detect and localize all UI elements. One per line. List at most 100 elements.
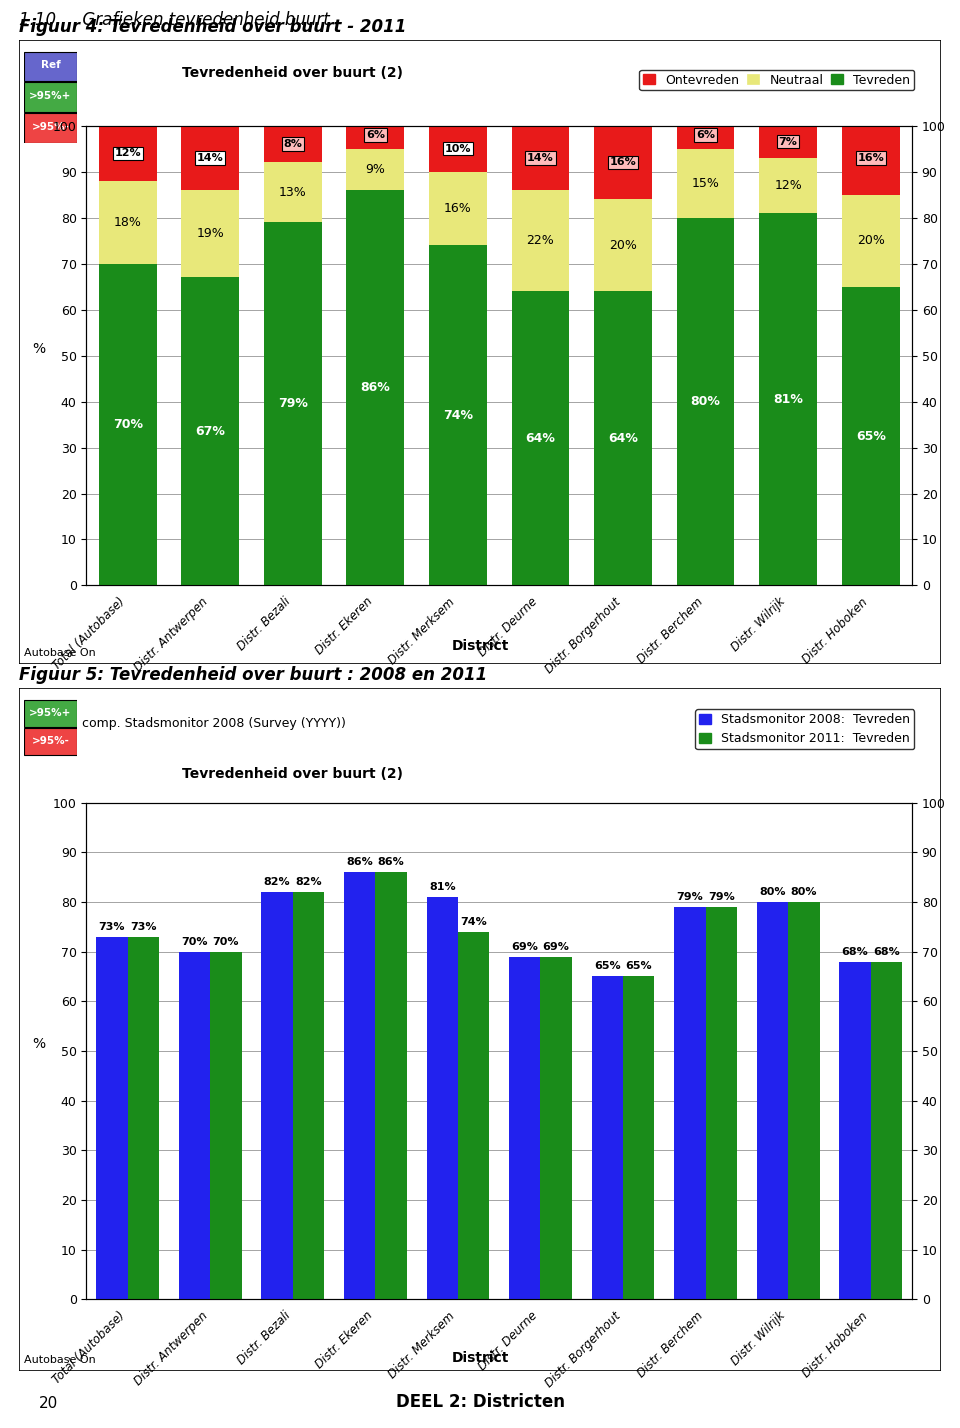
Text: 15%: 15% xyxy=(691,177,720,190)
Text: >95%+: >95%+ xyxy=(29,91,72,101)
Bar xyxy=(594,291,652,585)
FancyBboxPatch shape xyxy=(24,113,77,143)
Text: DEEL 2: Districten: DEEL 2: Districten xyxy=(396,1392,564,1411)
Text: Tevredenheid over buurt (2): Tevredenheid over buurt (2) xyxy=(182,66,403,80)
Text: 13%: 13% xyxy=(279,186,306,198)
Text: 80%: 80% xyxy=(690,396,721,408)
Text: 73%: 73% xyxy=(131,921,156,931)
Bar xyxy=(677,121,734,149)
Text: 12%: 12% xyxy=(114,149,141,159)
Text: 7%: 7% xyxy=(779,137,798,147)
Bar xyxy=(426,897,458,1299)
Text: 65%: 65% xyxy=(625,961,652,971)
Bar xyxy=(458,931,490,1299)
Bar xyxy=(429,171,487,246)
Text: 16%: 16% xyxy=(444,201,471,216)
Text: 18%: 18% xyxy=(113,216,142,228)
Bar xyxy=(347,190,404,585)
Text: 74%: 74% xyxy=(443,408,473,421)
Bar xyxy=(264,223,322,585)
Bar xyxy=(623,977,655,1299)
Bar xyxy=(759,126,817,159)
Text: 70%: 70% xyxy=(213,937,239,947)
Text: 1.10.    Grafieken tevredenheid buurt: 1.10. Grafieken tevredenheid buurt xyxy=(19,11,330,30)
Text: 14%: 14% xyxy=(197,153,224,163)
Bar xyxy=(429,126,487,171)
Text: 10%: 10% xyxy=(444,144,471,154)
Y-axis label: %: % xyxy=(33,1037,45,1051)
Text: >95%+: >95%+ xyxy=(29,707,72,718)
Bar xyxy=(842,287,900,585)
Bar xyxy=(788,902,820,1299)
Text: 79%: 79% xyxy=(277,397,308,410)
Text: 69%: 69% xyxy=(512,941,539,951)
Bar xyxy=(375,873,407,1299)
Bar xyxy=(842,121,900,194)
Text: 73%: 73% xyxy=(99,921,125,931)
Legend: Ontevreden, Neutraal, Tevreden: Ontevreden, Neutraal, Tevreden xyxy=(639,70,914,90)
Bar xyxy=(293,892,324,1299)
Text: 20%: 20% xyxy=(856,234,885,247)
Text: 6%: 6% xyxy=(366,130,385,140)
Text: 81%: 81% xyxy=(773,393,804,406)
Bar xyxy=(674,907,706,1299)
Bar xyxy=(509,957,540,1299)
Text: 19%: 19% xyxy=(197,227,224,240)
Text: 20%: 20% xyxy=(609,238,637,251)
Text: comp. Stadsmonitor 2008 (Survey (YYYY)): comp. Stadsmonitor 2008 (Survey (YYYY)) xyxy=(82,717,346,730)
Bar xyxy=(261,892,293,1299)
Text: 22%: 22% xyxy=(527,234,554,247)
FancyBboxPatch shape xyxy=(24,83,77,111)
Bar xyxy=(871,961,902,1299)
Text: 12%: 12% xyxy=(775,178,802,191)
Bar xyxy=(179,951,210,1299)
Text: 79%: 79% xyxy=(677,892,704,902)
Text: 80%: 80% xyxy=(759,887,785,897)
Text: 70%: 70% xyxy=(112,418,143,431)
Bar xyxy=(99,264,156,585)
Bar xyxy=(594,126,652,200)
Bar xyxy=(181,190,239,277)
Text: Figuur 5: Tevredenheid over buurt : 2008 en 2011: Figuur 5: Tevredenheid over buurt : 2008… xyxy=(19,665,488,684)
Text: 74%: 74% xyxy=(460,917,487,927)
Text: 14%: 14% xyxy=(527,153,554,163)
Bar xyxy=(128,937,159,1299)
Text: 82%: 82% xyxy=(295,877,322,887)
Bar xyxy=(512,291,569,585)
Bar xyxy=(759,213,817,585)
Text: 70%: 70% xyxy=(181,937,207,947)
Bar xyxy=(347,121,404,149)
Bar xyxy=(347,149,404,190)
Text: 69%: 69% xyxy=(542,941,569,951)
Text: 68%: 68% xyxy=(842,947,869,957)
Bar xyxy=(512,190,569,291)
Text: 9%: 9% xyxy=(366,163,385,176)
Text: 79%: 79% xyxy=(708,892,734,902)
Text: >95%-: >95%- xyxy=(32,123,69,133)
Text: 68%: 68% xyxy=(873,947,900,957)
FancyBboxPatch shape xyxy=(24,700,77,727)
Bar xyxy=(540,957,572,1299)
Bar xyxy=(756,902,788,1299)
Bar xyxy=(181,126,239,190)
Bar xyxy=(210,951,242,1299)
Bar xyxy=(99,181,156,264)
Bar xyxy=(264,126,322,163)
Text: 82%: 82% xyxy=(264,877,291,887)
Text: 6%: 6% xyxy=(696,130,715,140)
Text: 64%: 64% xyxy=(608,431,638,446)
Bar xyxy=(429,246,487,585)
FancyBboxPatch shape xyxy=(24,51,77,81)
Bar xyxy=(99,126,156,181)
Text: 16%: 16% xyxy=(857,153,884,163)
Text: 67%: 67% xyxy=(195,426,226,438)
Bar xyxy=(512,126,569,190)
Text: Tevredenheid over buurt (2): Tevredenheid over buurt (2) xyxy=(182,767,403,781)
Bar xyxy=(96,937,128,1299)
Text: 64%: 64% xyxy=(525,431,556,446)
Text: 86%: 86% xyxy=(347,857,373,867)
Text: 80%: 80% xyxy=(791,887,817,897)
Text: Figuur 4: Tevredenheid over buurt - 2011: Figuur 4: Tevredenheid over buurt - 2011 xyxy=(19,17,407,36)
Text: Ref: Ref xyxy=(40,60,60,70)
Text: 20: 20 xyxy=(38,1395,58,1411)
